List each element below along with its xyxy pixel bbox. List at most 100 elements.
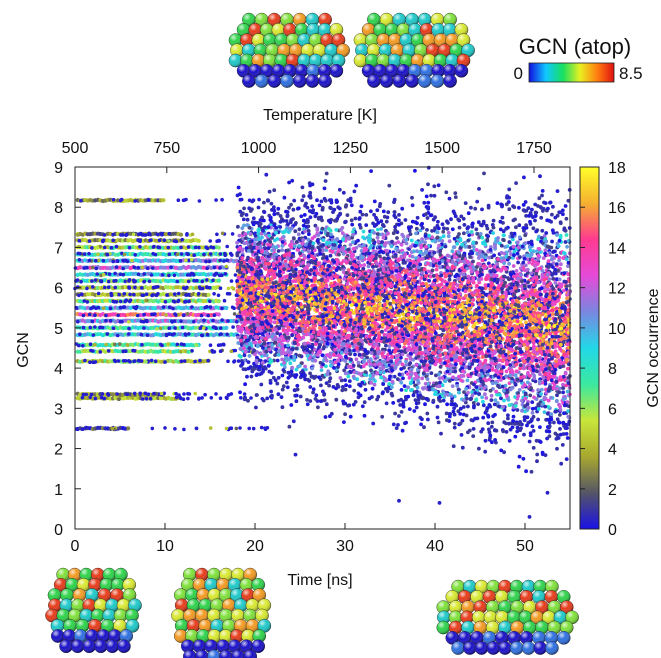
atom-shading [195, 649, 209, 658]
data-point [214, 271, 219, 276]
atom-shading [470, 590, 484, 604]
data-point [145, 298, 149, 303]
data-point [196, 291, 201, 296]
data-point [218, 266, 222, 270]
data-point [114, 265, 119, 269]
atom-shading [380, 13, 394, 27]
atom-shading [461, 43, 475, 57]
atom-shading [263, 53, 277, 68]
data-point [369, 169, 373, 174]
data-point [391, 401, 396, 405]
atom-shading [183, 568, 197, 582]
atom-shading [207, 649, 221, 658]
atom-shading [94, 639, 108, 653]
data-point [96, 252, 100, 257]
atom-shading [248, 23, 262, 37]
data-point [319, 199, 324, 204]
atom-shading [399, 53, 413, 68]
atom-shading [533, 641, 547, 655]
data-point [132, 279, 136, 284]
data-point [216, 312, 221, 317]
data-point [88, 360, 92, 365]
data-point [121, 305, 126, 310]
data-point [144, 318, 148, 323]
data-point [372, 382, 377, 387]
atom-shading [449, 620, 463, 635]
data-point [151, 312, 155, 317]
data-point [84, 425, 88, 430]
data-point [527, 260, 532, 265]
atom-shading [251, 639, 265, 653]
data-point [229, 349, 234, 354]
data-point [126, 426, 131, 431]
x-axis-label: Time [ns] [287, 572, 352, 589]
data-point [561, 390, 565, 395]
data-point [101, 239, 105, 244]
atom-shading [557, 590, 571, 604]
data-point [84, 395, 89, 400]
atom-shading [243, 608, 257, 623]
atom-shading [216, 639, 230, 653]
atom-shading [243, 649, 257, 658]
atom-shading [56, 568, 70, 582]
data-point [190, 257, 194, 262]
atom-shading [385, 64, 399, 78]
data-point [178, 232, 184, 237]
data-point [173, 427, 177, 431]
data-point [111, 326, 116, 331]
atom-shading [45, 608, 59, 623]
atom-shading [71, 598, 85, 612]
atom-shading [228, 33, 243, 47]
data-point [152, 244, 156, 249]
data-point [162, 238, 167, 242]
atom-shading [122, 578, 136, 592]
atom-shading [114, 568, 128, 582]
data-point [143, 391, 148, 396]
data-point [224, 264, 229, 269]
data-point [140, 265, 144, 270]
data-point [226, 359, 230, 364]
atom-shading [414, 43, 428, 57]
atom-shading [545, 641, 559, 655]
data-point [100, 392, 105, 396]
atom-shading [125, 608, 139, 623]
data-point [227, 292, 232, 296]
atom-shading [65, 578, 79, 592]
data-point [98, 325, 103, 330]
atom-shading [195, 568, 209, 582]
data-point [369, 209, 373, 214]
atom-shading [196, 629, 210, 643]
atom-shading [411, 53, 425, 68]
data-point [204, 259, 208, 264]
atom-shading [222, 598, 236, 612]
data-point [202, 252, 206, 257]
data-point [124, 298, 129, 303]
data-point [132, 359, 136, 364]
atom-shading [498, 641, 512, 655]
atom-shading [336, 43, 350, 57]
data-point [106, 349, 111, 353]
data-point [375, 232, 380, 236]
data-point [111, 238, 115, 243]
atom-shading [280, 13, 294, 27]
atom-shading [367, 13, 381, 27]
atom-shading [436, 600, 450, 614]
atom-shading [185, 629, 199, 643]
atom-shading [422, 53, 436, 68]
data-point [555, 189, 560, 194]
data-point [193, 245, 198, 250]
data-point [127, 279, 131, 283]
data-point [140, 286, 144, 290]
data-point [114, 244, 119, 249]
data-point [218, 286, 223, 291]
data-point [132, 391, 137, 396]
data-point [98, 350, 103, 354]
atom-shading [434, 53, 448, 68]
data-point [145, 333, 150, 338]
data-point [111, 259, 115, 264]
atom-shading [183, 649, 197, 658]
data-point [171, 306, 175, 311]
atom-shading [495, 590, 509, 604]
atom-shading [430, 74, 444, 88]
data-point [105, 252, 110, 257]
